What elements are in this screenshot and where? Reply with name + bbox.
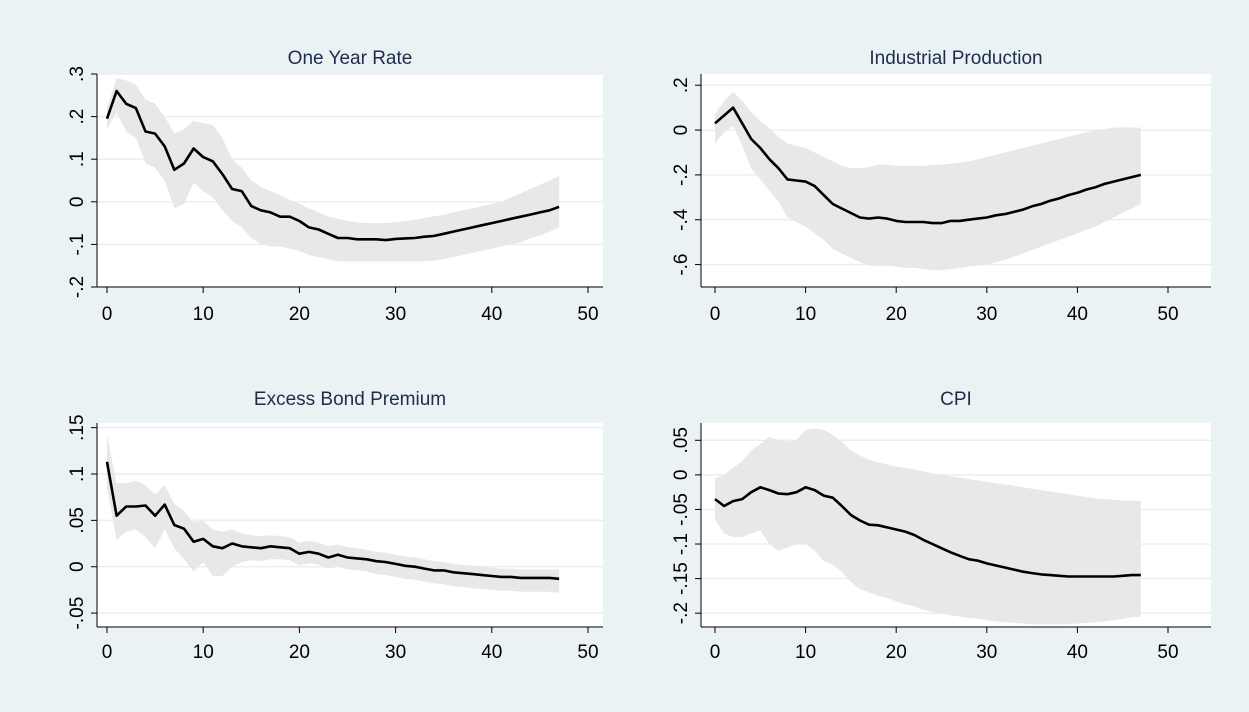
y-tick-label: -.05 — [671, 493, 692, 526]
x-tick-label: 10 — [193, 642, 214, 663]
y-tick-label: .05 — [67, 507, 88, 533]
x-tick-label: 30 — [976, 304, 997, 325]
y-tick-label: -.2 — [671, 164, 692, 186]
y-tick-label: 0 — [671, 470, 692, 481]
impulse-response-line — [105, 89, 560, 242]
y-tick-label: -.1 — [671, 533, 692, 555]
x-tick-label: 0 — [710, 304, 721, 325]
panel-one-year-rate: 0 10 20 30 40 50 -.2 -.1 0 .1 .2 .3 One Year Rate — [67, 48, 603, 325]
x-tick-label: 40 — [1067, 304, 1088, 325]
x-tick-label: 10 — [795, 304, 816, 325]
confidence-band — [715, 91, 1141, 271]
y-tick-label: -.05 — [67, 597, 88, 630]
panel-industrial-production: 0 10 20 30 40 50 -.6 -.4 -.2 0 .2 Industrial Produc… — [671, 48, 1211, 325]
y-tick-label: -.6 — [671, 253, 692, 275]
x-tick-label: 10 — [193, 304, 214, 325]
x-tick-label: 0 — [102, 304, 113, 325]
y-tick-label: -.15 — [671, 562, 692, 595]
x-tick-label: 50 — [1157, 642, 1178, 663]
y-tick-label: .1 — [67, 466, 88, 482]
panel-excess-bond-premium: 0 10 20 30 40 50 -.05 0 .05 .1 .15 Excess Bond Prem… — [67, 389, 603, 663]
y-tick-label: -.4 — [671, 208, 692, 231]
x-tick-label: 50 — [577, 642, 598, 663]
chart-title-cpi: CPI — [940, 389, 972, 410]
y-tick-label: .05 — [671, 427, 692, 453]
y-tick-label: .15 — [67, 414, 88, 440]
x-tick-label: 20 — [886, 642, 907, 663]
y-tick-label: -.1 — [67, 233, 88, 255]
x-tick-label: 0 — [102, 642, 113, 663]
x-tick-label: 40 — [481, 304, 502, 325]
y-tick-label: -.2 — [67, 276, 88, 298]
x-tick-label: 20 — [289, 304, 310, 325]
y-tick-label: .3 — [67, 66, 88, 82]
impulse-response-line — [714, 486, 1141, 578]
confidence-band — [715, 428, 1141, 625]
x-tick-label: 20 — [886, 304, 907, 325]
x-tick-label: 10 — [795, 642, 816, 663]
y-tick-label: -.2 — [671, 602, 692, 624]
impulse-response-line — [714, 106, 1142, 225]
chart-title-one-year-rate: One Year Rate — [288, 48, 413, 69]
y-tick-label: .2 — [67, 109, 88, 125]
x-tick-label: 30 — [385, 642, 406, 663]
confidence-band — [107, 78, 560, 262]
panel-cpi: 0 10 20 30 40 50 -.2 -.15 -.1 -.05 0 .05 CPI — [671, 389, 1211, 663]
x-tick-label: 50 — [1157, 304, 1178, 325]
impulse-response-line — [105, 461, 560, 581]
x-tick-label: 40 — [1067, 642, 1088, 663]
x-tick-label: 20 — [289, 642, 310, 663]
x-tick-label: 30 — [385, 304, 406, 325]
chart-title-excess-bond-premium: Excess Bond Premium — [254, 389, 446, 410]
y-tick-label: .1 — [67, 151, 88, 167]
y-tick-label: 0 — [671, 125, 692, 136]
confidence-band — [107, 435, 560, 593]
x-tick-label: 30 — [976, 642, 997, 663]
x-tick-label: 40 — [481, 642, 502, 663]
x-tick-label: 50 — [577, 304, 598, 325]
y-tick-label: .2 — [671, 77, 692, 93]
x-tick-label: 0 — [710, 642, 721, 663]
chart-title-industrial-production: Industrial Production — [869, 48, 1042, 69]
y-tick-label: 0 — [67, 561, 88, 572]
y-tick-label: 0 — [67, 197, 88, 208]
